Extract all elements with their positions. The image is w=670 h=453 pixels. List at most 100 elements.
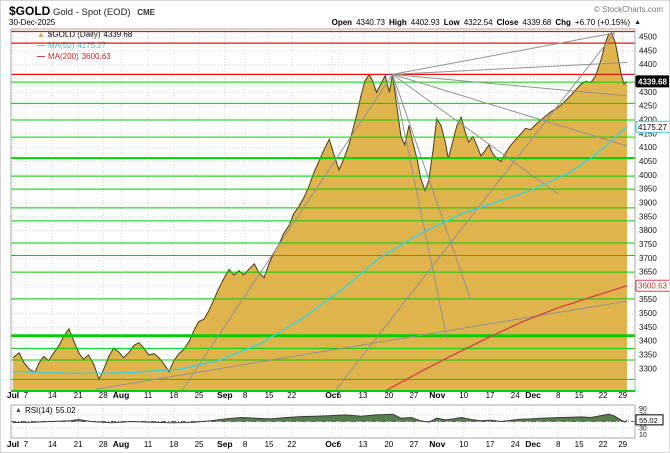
chg-value: +6.70 (+0.15%) bbox=[574, 18, 631, 27]
svg-text:4200: 4200 bbox=[639, 115, 657, 124]
svg-text:29: 29 bbox=[618, 391, 627, 400]
high-value: 4402.93 bbox=[410, 18, 440, 27]
svg-text:55.02: 55.02 bbox=[639, 416, 658, 425]
ma200-line bbox=[385, 285, 628, 392]
svg-text:13: 13 bbox=[359, 391, 368, 400]
svg-text:4000: 4000 bbox=[639, 171, 657, 180]
svg-text:28: 28 bbox=[99, 391, 108, 400]
chg-label: Chg bbox=[555, 18, 571, 27]
legend-ma50-value: 4175.27 bbox=[77, 41, 107, 50]
svg-text:3350: 3350 bbox=[639, 351, 657, 360]
svg-text:8: 8 bbox=[556, 391, 561, 400]
svg-text:Jul: Jul bbox=[7, 439, 19, 449]
instrument-name: Gold - Spot (EOD) bbox=[52, 7, 131, 18]
svg-text:4150: 4150 bbox=[639, 129, 657, 138]
svg-text:4400: 4400 bbox=[639, 60, 657, 69]
svg-text:Oct: Oct bbox=[325, 390, 339, 400]
svg-text:22: 22 bbox=[287, 391, 296, 400]
svg-text:20: 20 bbox=[384, 391, 393, 400]
low-value: 4322.54 bbox=[463, 18, 493, 27]
svg-text:13: 13 bbox=[359, 440, 368, 449]
rsi-value: 55.02 bbox=[55, 406, 76, 415]
svg-text:15: 15 bbox=[265, 440, 274, 449]
horizontal-annotation-lines bbox=[11, 30, 635, 380]
svg-text:8: 8 bbox=[243, 391, 248, 400]
y-axis-labels: 4500 4450 4400 4300 4250 4200 4150 4100 4050 4000… bbox=[639, 33, 657, 374]
rsi-panel bbox=[10, 404, 636, 439]
svg-text:3500: 3500 bbox=[639, 309, 657, 318]
rsi-name: RSI(14) bbox=[24, 406, 53, 415]
svg-text:22: 22 bbox=[599, 391, 608, 400]
svg-text:30: 30 bbox=[639, 426, 647, 433]
legend-price-label: $GOLD (Daily) bbox=[47, 30, 101, 39]
svg-text:3750: 3750 bbox=[639, 240, 657, 249]
svg-text:17: 17 bbox=[486, 391, 495, 400]
trendlines bbox=[95, 32, 628, 393]
svg-text:3950: 3950 bbox=[639, 185, 657, 194]
ohlc-quote-row: Open 4340.73 High 4402.93 Low 4322.54 Cl… bbox=[332, 18, 641, 27]
svg-text:4500: 4500 bbox=[639, 33, 657, 42]
svg-text:4175.27: 4175.27 bbox=[638, 123, 667, 132]
svg-text:25: 25 bbox=[195, 391, 204, 400]
svg-text:3300: 3300 bbox=[639, 364, 657, 373]
svg-text:21: 21 bbox=[74, 391, 83, 400]
svg-text:4250: 4250 bbox=[639, 102, 657, 111]
svg-text:7: 7 bbox=[24, 440, 29, 449]
chart-title: $GOLD Gold - Spot (EOD) CME bbox=[9, 4, 155, 18]
svg-text:29: 29 bbox=[618, 440, 627, 449]
svg-text:6: 6 bbox=[337, 440, 342, 449]
svg-text:18: 18 bbox=[169, 440, 178, 449]
svg-text:17: 17 bbox=[486, 440, 495, 449]
chart-date: 30-Dec-2025 bbox=[9, 18, 56, 27]
area-series-icon: ▲ bbox=[37, 30, 45, 39]
svg-text:6: 6 bbox=[337, 391, 342, 400]
ma200-line-icon: — bbox=[37, 52, 45, 61]
svg-text:8: 8 bbox=[243, 440, 248, 449]
price-area-series bbox=[12, 32, 628, 392]
svg-text:Sep: Sep bbox=[217, 390, 233, 400]
svg-text:3400: 3400 bbox=[639, 337, 657, 346]
svg-text:3900: 3900 bbox=[639, 198, 657, 207]
up-arrow-icon: ▲ bbox=[634, 19, 641, 26]
copyright: © StockCharts.com bbox=[593, 5, 663, 14]
svg-text:24: 24 bbox=[511, 391, 520, 400]
svg-text:15: 15 bbox=[575, 391, 584, 400]
svg-text:3700: 3700 bbox=[639, 254, 657, 263]
ma50-line-icon: — bbox=[37, 41, 45, 50]
svg-text:4100: 4100 bbox=[639, 143, 657, 152]
svg-text:4339.68: 4339.68 bbox=[638, 77, 667, 86]
legend-ma200-label: MA(200) bbox=[48, 52, 79, 61]
svg-text:14: 14 bbox=[48, 391, 57, 400]
svg-text:10: 10 bbox=[639, 432, 647, 439]
legend-ma50-label: MA(50) bbox=[48, 41, 75, 50]
svg-text:22: 22 bbox=[599, 440, 608, 449]
svg-text:Nov: Nov bbox=[429, 439, 445, 449]
svg-text:Aug: Aug bbox=[113, 439, 130, 449]
legend-item-ma50: — MA(50) 4175.27 bbox=[37, 40, 132, 51]
svg-text:90: 90 bbox=[639, 406, 647, 413]
svg-text:10: 10 bbox=[459, 391, 468, 400]
svg-text:21: 21 bbox=[74, 440, 83, 449]
legend-item-price: ▲ $GOLD (Daily) 4339.68 bbox=[37, 29, 132, 40]
close-label: Close bbox=[496, 18, 519, 27]
ma50-line bbox=[12, 126, 628, 375]
svg-text:15: 15 bbox=[265, 391, 274, 400]
low-label: Low bbox=[443, 18, 460, 27]
svg-text:28: 28 bbox=[99, 440, 108, 449]
svg-text:27: 27 bbox=[409, 440, 418, 449]
open-value: 4340.73 bbox=[356, 18, 385, 27]
svg-text:24: 24 bbox=[511, 440, 520, 449]
svg-text:3800: 3800 bbox=[639, 226, 657, 235]
svg-text:8: 8 bbox=[556, 440, 561, 449]
svg-text:Aug: Aug bbox=[113, 390, 130, 400]
svg-text:4300: 4300 bbox=[639, 88, 657, 97]
symbol: $GOLD bbox=[9, 4, 51, 18]
open-label: Open bbox=[331, 18, 353, 27]
svg-text:15: 15 bbox=[575, 440, 584, 449]
svg-text:27: 27 bbox=[409, 391, 418, 400]
svg-text:20: 20 bbox=[384, 440, 393, 449]
svg-text:10: 10 bbox=[459, 440, 468, 449]
svg-text:Jul: Jul bbox=[7, 390, 19, 400]
